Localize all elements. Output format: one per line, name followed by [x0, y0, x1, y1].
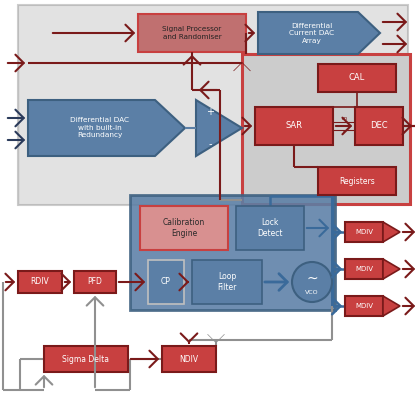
Text: Differential
Current DAC
Array: Differential Current DAC Array — [289, 22, 335, 44]
FancyBboxPatch shape — [18, 5, 408, 205]
Polygon shape — [28, 100, 185, 156]
FancyBboxPatch shape — [345, 296, 383, 316]
FancyBboxPatch shape — [236, 206, 304, 250]
Text: DEC: DEC — [370, 122, 388, 130]
FancyBboxPatch shape — [130, 195, 335, 310]
FancyBboxPatch shape — [242, 54, 410, 204]
FancyBboxPatch shape — [162, 346, 216, 372]
Text: Differential DAC
with built-in
Redundancy: Differential DAC with built-in Redundanc… — [71, 118, 129, 138]
FancyBboxPatch shape — [255, 107, 333, 145]
Text: Calibration
Engine: Calibration Engine — [163, 218, 205, 238]
FancyBboxPatch shape — [355, 107, 403, 145]
Text: ~: ~ — [306, 272, 318, 286]
Polygon shape — [383, 259, 400, 279]
Text: Signal Processor
and Randomiser: Signal Processor and Randomiser — [163, 26, 222, 40]
FancyBboxPatch shape — [345, 222, 383, 242]
Text: Lock
Detect: Lock Detect — [257, 218, 283, 238]
Text: Registers: Registers — [339, 176, 375, 186]
FancyBboxPatch shape — [192, 260, 262, 304]
FancyBboxPatch shape — [318, 167, 396, 195]
Text: NDIV: NDIV — [179, 354, 199, 364]
FancyBboxPatch shape — [148, 260, 184, 304]
Text: Loop
Filter: Loop Filter — [217, 272, 237, 292]
Text: VCO: VCO — [305, 290, 319, 294]
FancyBboxPatch shape — [74, 271, 116, 293]
Text: RDIV: RDIV — [31, 278, 50, 286]
Text: Sigma Delta: Sigma Delta — [63, 354, 110, 364]
Circle shape — [292, 262, 332, 302]
Text: r: r — [343, 130, 345, 136]
Text: SAR: SAR — [286, 122, 302, 130]
Text: PFD: PFD — [87, 278, 102, 286]
Text: CAL: CAL — [349, 74, 365, 82]
Polygon shape — [196, 100, 242, 156]
Text: CP: CP — [161, 278, 171, 286]
Polygon shape — [258, 12, 380, 54]
Text: MDIV: MDIV — [355, 303, 373, 309]
Text: +: + — [206, 107, 214, 117]
Text: MDIV: MDIV — [355, 266, 373, 272]
FancyBboxPatch shape — [44, 346, 128, 372]
Text: MDIV: MDIV — [355, 229, 373, 235]
Text: -: - — [208, 139, 212, 149]
FancyBboxPatch shape — [345, 259, 383, 279]
FancyBboxPatch shape — [318, 64, 396, 92]
FancyBboxPatch shape — [18, 271, 62, 293]
FancyBboxPatch shape — [140, 206, 228, 250]
FancyBboxPatch shape — [138, 14, 246, 52]
Polygon shape — [383, 296, 400, 316]
Polygon shape — [383, 222, 400, 242]
Text: m: m — [341, 116, 346, 122]
